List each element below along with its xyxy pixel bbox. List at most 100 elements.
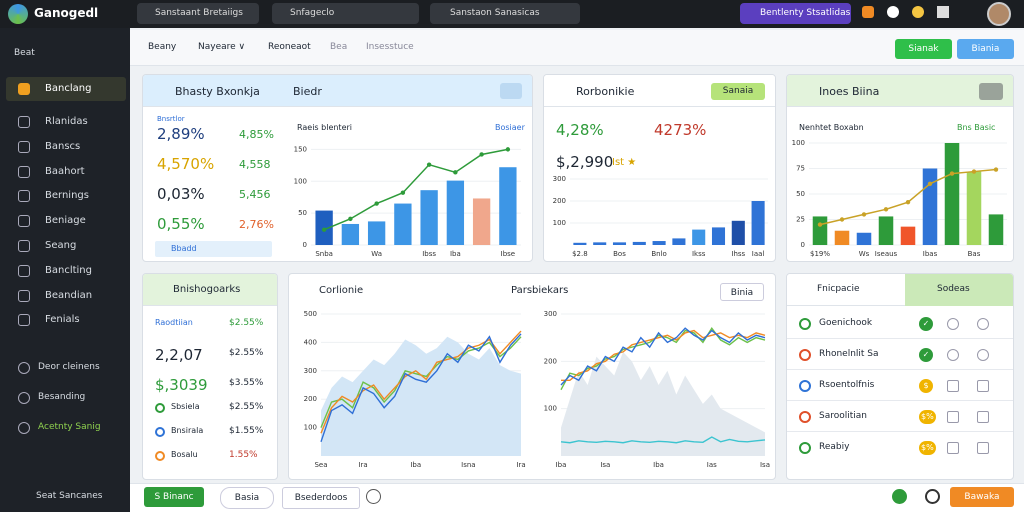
back-link[interactable]: Beat [14, 48, 35, 58]
top-action[interactable]: Bentlenty Stsatlidas [740, 3, 851, 24]
row-label: $,3039 [155, 376, 208, 394]
nav-item[interactable]: Banclang [45, 83, 92, 94]
footer-select[interactable]: Bsederdoos [282, 487, 360, 509]
row-action[interactable] [947, 349, 959, 361]
tab[interactable]: Fnicpacie [817, 284, 860, 294]
x-tick-label: Wa [371, 250, 382, 258]
nav-item[interactable]: Beandian [45, 289, 93, 301]
icons[interactable] [862, 6, 962, 22]
footer-pill[interactable]: Basia [220, 487, 274, 509]
y-tick-label: 300 [544, 310, 557, 318]
tab-active[interactable]: Sodeas [905, 274, 1013, 306]
footer-action[interactable]: Bawaka [950, 487, 1014, 507]
row-icon [155, 403, 165, 413]
row-action[interactable] [977, 380, 989, 392]
x-tick-label: Bas [968, 250, 981, 258]
nav-item[interactable]: Banscs [45, 140, 81, 152]
logo [8, 4, 28, 24]
row-action[interactable] [977, 349, 989, 361]
nav-item[interactable]: Baahort [45, 165, 85, 177]
nav-item[interactable]: Seang [45, 240, 77, 251]
dropdown[interactable] [979, 83, 1003, 100]
card-title: Bnishogoarks [173, 284, 241, 295]
watchlist-card: Fnicpacie Sodeas Goenichook ✓ Rhonelnlit S… [786, 273, 1014, 480]
row-action[interactable] [977, 411, 989, 423]
card-title: Corlionie [319, 285, 364, 296]
nav-item[interactable]: Banclting [45, 264, 92, 276]
trend-point [839, 217, 845, 222]
row-action[interactable] [947, 442, 959, 454]
y-tick-label: 100 [544, 405, 557, 413]
legend-right: Bns Basic [957, 123, 996, 132]
nav-item[interactable]: Acetnty Sanig [38, 422, 101, 432]
row-action[interactable] [977, 442, 989, 454]
tab[interactable]: Nayeare ∨ [198, 42, 246, 52]
bar [446, 180, 465, 245]
row-label[interactable]: Goenichook [819, 318, 873, 328]
row-label[interactable]: Saroolitian [819, 411, 867, 421]
card-button[interactable]: Binia [720, 283, 764, 301]
bar [692, 229, 706, 245]
row-label[interactable]: Rsoentolfnis [819, 380, 875, 390]
tab[interactable]: Bea [330, 42, 348, 52]
row-divider [787, 400, 1013, 401]
row-action[interactable] [947, 411, 959, 423]
row-label[interactable]: Reabiy [819, 442, 850, 452]
bar [632, 241, 646, 245]
bar [711, 227, 726, 245]
nav-footer[interactable]: Seat Sancanes [36, 491, 103, 501]
nav-item[interactable]: Besanding [38, 392, 86, 402]
tab[interactable]: Reoneaot [268, 42, 311, 52]
stat: Ist ★ [612, 157, 637, 168]
bar [573, 242, 587, 245]
help-icon[interactable] [366, 489, 381, 504]
trend-line [323, 148, 509, 231]
bar [472, 198, 491, 245]
x-tick-label: Isna [461, 461, 475, 469]
row-label: Bosalu [171, 450, 198, 459]
row-label[interactable]: Rhonelnlit Sa [819, 349, 879, 359]
tab[interactable]: Insesstuce [366, 42, 414, 52]
select[interactable]: Sanstaon Sanasicas [430, 3, 580, 24]
tab[interactable]: Beany [148, 42, 177, 52]
secondary-button[interactable]: Biania [957, 39, 1014, 59]
search[interactable]: Sanstaant Bretaiigs [137, 3, 259, 24]
primary-button[interactable]: Sianak [895, 39, 952, 59]
insights-card: Inoes Biina Nenhtet Boxabn Bns Basic 0 25… [786, 74, 1014, 262]
row-action[interactable] [947, 318, 959, 330]
stat: 4,28% [556, 121, 604, 139]
trend-point [949, 171, 955, 176]
stats-button[interactable]: Bbadd [155, 241, 272, 257]
area [321, 336, 521, 456]
row-badge: $ [919, 379, 933, 393]
stat: 4273% [654, 121, 707, 139]
nav-item[interactable]: Beniage [45, 215, 86, 227]
row-badge: $% [919, 441, 936, 455]
nav-item[interactable]: Bernings [45, 190, 89, 202]
footer-primary[interactable]: S Binanc [144, 487, 204, 507]
x-tick-label: Isa [760, 461, 770, 469]
x-tick-label: Iba [556, 461, 567, 469]
card-title: Inoes Biina [819, 85, 880, 98]
card-button[interactable]: Sanaia [711, 83, 765, 100]
series-line [320, 330, 522, 434]
x-tick-label: Ibse [501, 250, 515, 258]
trend-point [348, 216, 353, 222]
avatar[interactable] [987, 2, 1011, 26]
dropdown[interactable] [500, 83, 522, 99]
row-value: $1.55% [229, 426, 264, 436]
trend-point [479, 152, 484, 157]
row-divider [787, 431, 1013, 432]
nav-item[interactable]: Fenials [45, 314, 80, 326]
nav-item[interactable]: Deor cleinens [38, 362, 100, 372]
row-action[interactable] [977, 318, 989, 330]
row-action[interactable] [947, 380, 959, 392]
overview-card: Bhasty Bxonkja Biedr Bnsrtlor 2,89% 4,85%… [142, 74, 533, 262]
x-tick-label: Bos [613, 250, 626, 258]
filter[interactable]: Snfageclo [272, 3, 419, 24]
legend: Raeis blenteri [297, 123, 353, 132]
nav-item[interactable]: Rlanidas [45, 116, 88, 127]
nav-icon [18, 289, 30, 302]
y-tick-label: 50 [298, 209, 307, 217]
trend-point [927, 181, 933, 186]
